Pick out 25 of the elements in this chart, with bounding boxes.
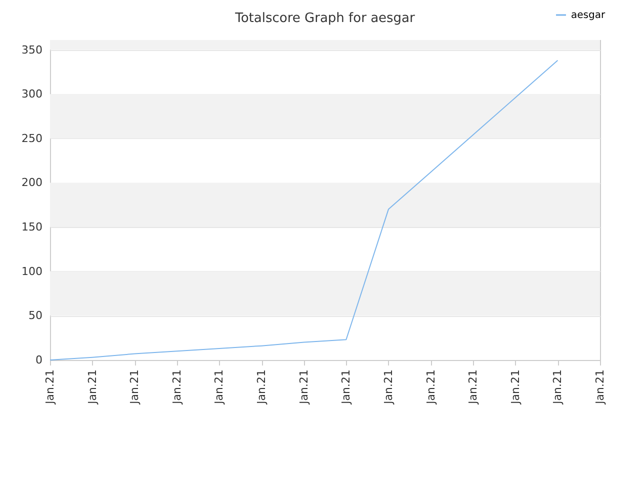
x-tick-label: Jan.21: [44, 370, 56, 405]
y-tick-label: 200: [22, 176, 42, 190]
x-tick-label: Jan.21: [594, 370, 606, 405]
x-tick-label: Jan.21: [382, 370, 395, 405]
y-tick-label: 50: [28, 309, 42, 322]
x-tick-label: Jan.21: [128, 370, 142, 405]
y-tick-label: 350: [22, 43, 42, 56]
x-tick-label: Jan.21: [424, 370, 438, 405]
x-tick-label: Jan.21: [255, 370, 268, 405]
x-tick-label: Jan.21: [212, 370, 226, 405]
x-tick-label: Jan.21: [466, 370, 480, 405]
x-tick-label: Jan.21: [170, 370, 184, 405]
x-tick-label: Jan.21: [297, 370, 310, 405]
y-tick-label: 250: [22, 132, 42, 145]
legend-label: aesgar: [571, 10, 606, 21]
y-tick-label: 300: [22, 88, 42, 101]
x-tick-label: Jan.21: [86, 370, 99, 405]
y-tick-label: 0: [36, 354, 42, 366]
x-tick-label: Jan.21: [551, 370, 564, 405]
y-tick-label: 100: [22, 264, 42, 278]
x-tick-label: Jan.21: [340, 370, 353, 405]
chart-title: Totalscore Graph for aesgar: [234, 11, 416, 26]
x-tick-label: Jan.21: [508, 370, 522, 405]
y-tick-label: 150: [22, 220, 42, 234]
line-series: [50, 60, 558, 360]
